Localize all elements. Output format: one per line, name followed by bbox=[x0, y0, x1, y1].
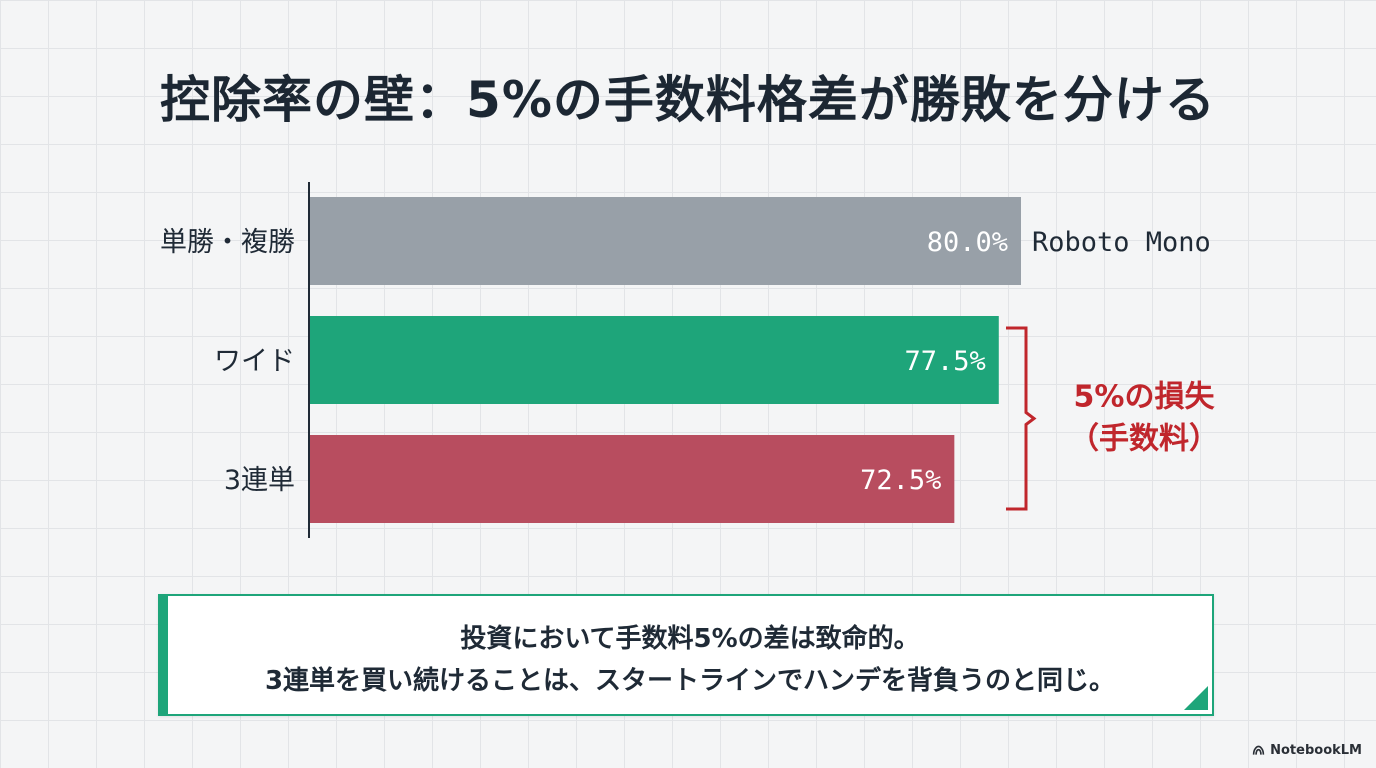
brand-label: NotebookLM bbox=[1270, 743, 1362, 758]
annotation-line-2: （手数料） bbox=[1069, 422, 1219, 457]
callout-line-1: 投資において手数料5%の差は致命的。 bbox=[460, 624, 920, 654]
bar-2 bbox=[310, 316, 999, 404]
category-label-2: ワイド bbox=[214, 346, 295, 377]
value-label-1: 80.0% bbox=[927, 227, 1008, 258]
bar-1 bbox=[310, 197, 1021, 285]
value-label-2: 77.5% bbox=[905, 346, 986, 377]
loss-annotation: 5%の損失 （手数料） bbox=[1006, 326, 1219, 511]
value-label-3: 72.5% bbox=[860, 465, 941, 496]
annotation-line-1: 5%の損失 bbox=[1074, 380, 1216, 415]
annotation-bracket bbox=[1006, 326, 1037, 511]
category-label-1: 単勝・複勝 bbox=[160, 227, 295, 258]
brand-watermark: NotebookLM bbox=[1252, 743, 1362, 758]
bar-chart: 単勝・複勝 80.0% ワイド 77.5% 3連単 72.5% Roboto Mono 5%… bbox=[160, 182, 1219, 538]
summary-callout: 投資において手数料5%の差は致命的。 3連単を買い続けることは、スタートラインで… bbox=[158, 594, 1214, 716]
callout-corner-mark bbox=[1184, 686, 1208, 710]
bars-group: 単勝・複勝 80.0% ワイド 77.5% 3連単 72.5% Roboto Mono bbox=[160, 197, 1211, 523]
chart-title: 控除率の壁：5%の手数料格差が勝敗を分ける bbox=[160, 71, 1216, 129]
notebooklm-icon bbox=[1252, 745, 1265, 755]
bar-3 bbox=[310, 435, 955, 523]
callout-line-2: 3連単を買い続けることは、スタートラインでハンデを背負うのと同じ。 bbox=[264, 666, 1116, 696]
category-label-3: 3連単 bbox=[224, 465, 295, 496]
extra-label: Roboto Mono bbox=[1032, 227, 1211, 258]
